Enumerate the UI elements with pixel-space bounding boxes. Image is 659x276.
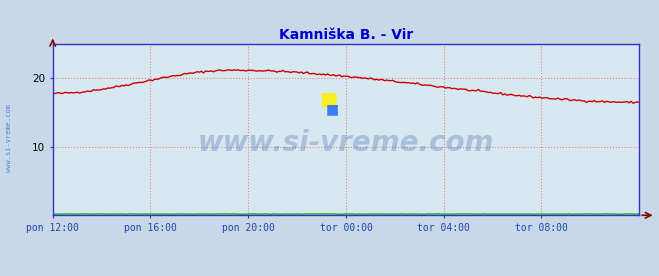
Text: ■: ■ bbox=[326, 102, 339, 116]
Text: www.si-vreme.com: www.si-vreme.com bbox=[198, 129, 494, 157]
Text: www.si-vreme.com: www.si-vreme.com bbox=[5, 104, 12, 172]
Title: Kamniška B. - Vir: Kamniška B. - Vir bbox=[279, 28, 413, 42]
Text: ■: ■ bbox=[319, 89, 337, 108]
